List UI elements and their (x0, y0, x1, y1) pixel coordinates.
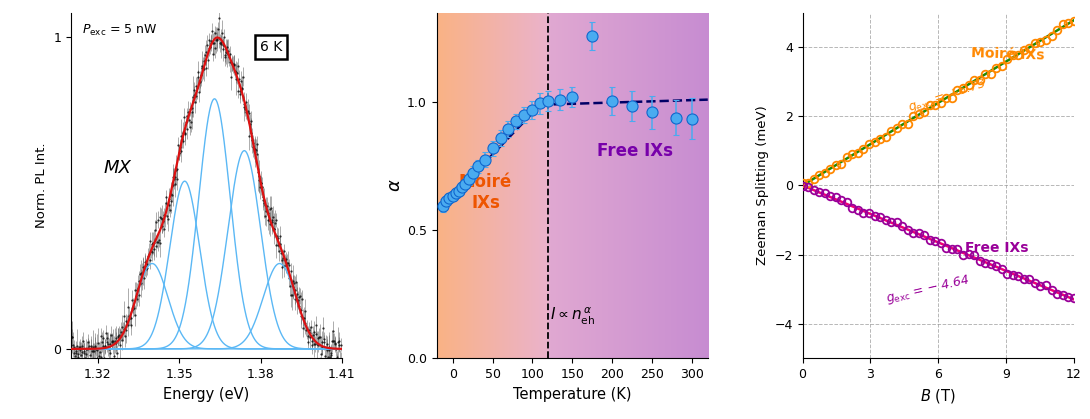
Text: Free IXs: Free IXs (966, 241, 1029, 255)
X-axis label: Energy (eV): Energy (eV) (164, 386, 250, 401)
X-axis label: Temperature (K): Temperature (K) (513, 386, 631, 401)
Text: Free IXs: Free IXs (596, 142, 673, 160)
Text: Moiré IXs: Moiré IXs (971, 46, 1044, 62)
Text: $I \propto n_\mathrm{eh}^{\,\alpha}$: $I \propto n_\mathrm{eh}^{\,\alpha}$ (549, 306, 595, 327)
Y-axis label: Norm. PL Int.: Norm. PL Int. (35, 142, 48, 228)
Text: $P_\mathrm{exc}$ = 5 nW: $P_\mathrm{exc}$ = 5 nW (82, 23, 157, 38)
Text: 6 K: 6 K (261, 40, 282, 54)
Text: MX: MX (104, 159, 131, 177)
X-axis label: $B$ (T): $B$ (T) (920, 386, 956, 404)
Text: $g_\mathrm{exc}$ = +6.73: $g_\mathrm{exc}$ = +6.73 (906, 75, 989, 116)
Y-axis label: Zeeman Splitting (meV): Zeeman Splitting (meV) (756, 106, 768, 265)
Text: $g_\mathrm{exc}$ = − 4.64: $g_\mathrm{exc}$ = − 4.64 (884, 272, 971, 307)
Y-axis label: $\alpha$: $\alpha$ (386, 178, 404, 192)
Text: Moiré
IXs: Moiré IXs (459, 173, 512, 212)
